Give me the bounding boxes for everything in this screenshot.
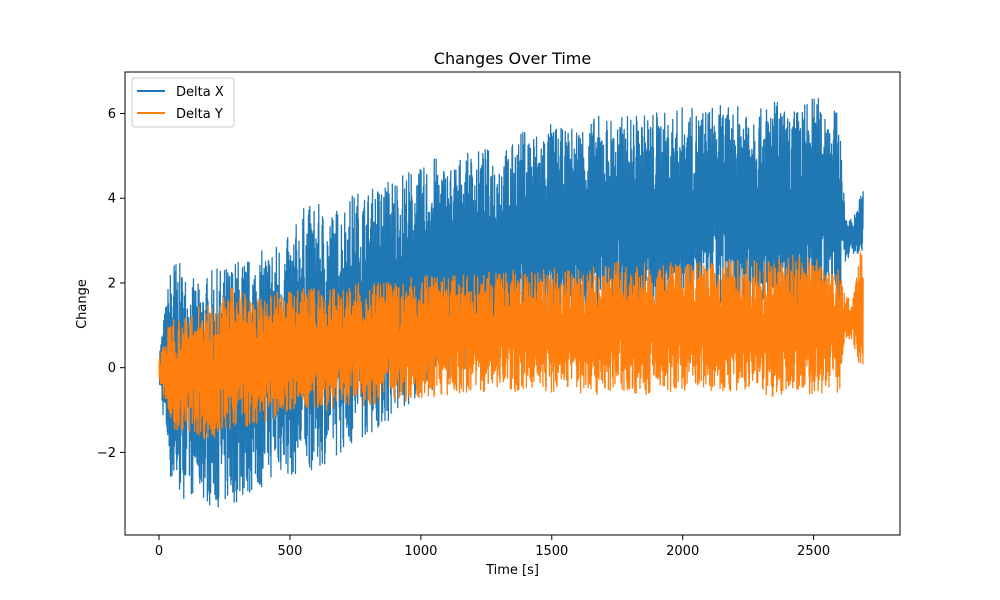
series-layer: [158, 98, 864, 508]
chart-title: Changes Over Time: [434, 49, 591, 68]
legend-entry-delta-x: Delta X: [176, 85, 224, 100]
y-tick-label: 0: [108, 361, 116, 376]
x-tick-label: 1000: [404, 544, 437, 559]
y-tick-label: 2: [108, 276, 116, 291]
x-tick-label: 2500: [797, 544, 830, 559]
x-tick-label: 0: [155, 544, 163, 559]
y-axis-label: Change: [75, 279, 90, 329]
y-tick-label: −2: [97, 446, 116, 461]
y-axis: −2 0 2 4 6: [97, 107, 125, 461]
y-tick-label: 6: [108, 107, 116, 122]
x-tick-label: 2000: [666, 544, 699, 559]
series-line-delta-x: [158, 98, 864, 508]
x-tick-label: 500: [278, 544, 303, 559]
x-axis-label: Time [s]: [485, 563, 539, 578]
x-tick-label: 1500: [535, 544, 568, 559]
legend: Delta X Delta Y: [131, 77, 235, 128]
y-tick-label: 4: [108, 192, 116, 207]
x-axis: 0 500 1000 1500 2000 2500: [155, 535, 830, 559]
series-line-delta-y: [158, 251, 864, 440]
plot-area-frame: [124, 71, 901, 536]
legend-entry-delta-y: Delta Y: [176, 107, 223, 122]
